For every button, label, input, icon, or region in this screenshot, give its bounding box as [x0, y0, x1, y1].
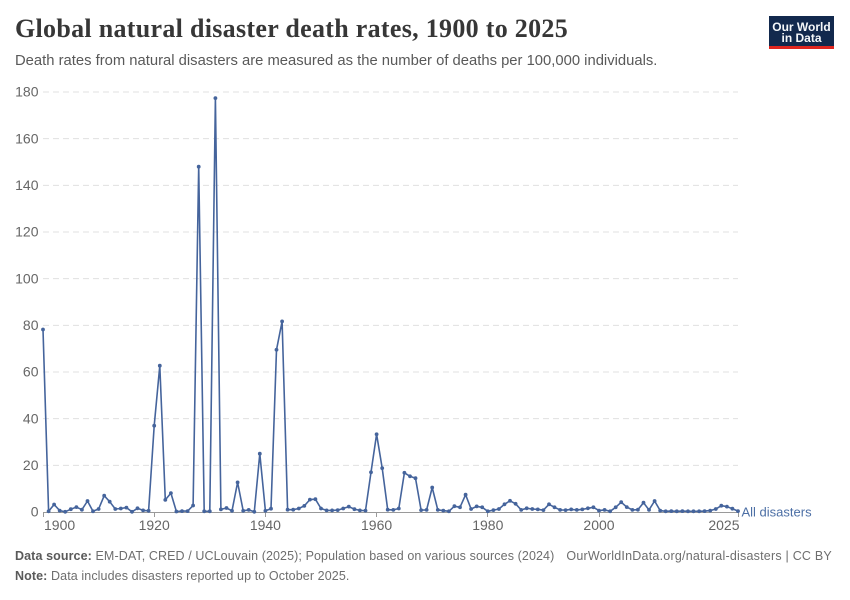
svg-text:1920: 1920: [139, 517, 170, 533]
svg-text:80: 80: [23, 317, 39, 333]
svg-text:2025: 2025: [708, 517, 739, 533]
svg-text:40: 40: [23, 410, 39, 426]
svg-text:1940: 1940: [250, 517, 281, 533]
svg-text:160: 160: [15, 130, 39, 146]
svg-text:100: 100: [15, 270, 39, 286]
svg-text:140: 140: [15, 177, 39, 193]
svg-text:All disasters: All disasters: [742, 504, 813, 519]
svg-text:120: 120: [15, 224, 39, 240]
svg-text:1900: 1900: [44, 517, 75, 533]
svg-text:2000: 2000: [583, 517, 614, 533]
svg-text:0: 0: [31, 504, 39, 520]
svg-text:180: 180: [15, 84, 39, 100]
svg-text:20: 20: [23, 457, 39, 473]
svg-text:1960: 1960: [361, 517, 392, 533]
svg-text:60: 60: [23, 364, 39, 380]
svg-text:1980: 1980: [472, 517, 503, 533]
